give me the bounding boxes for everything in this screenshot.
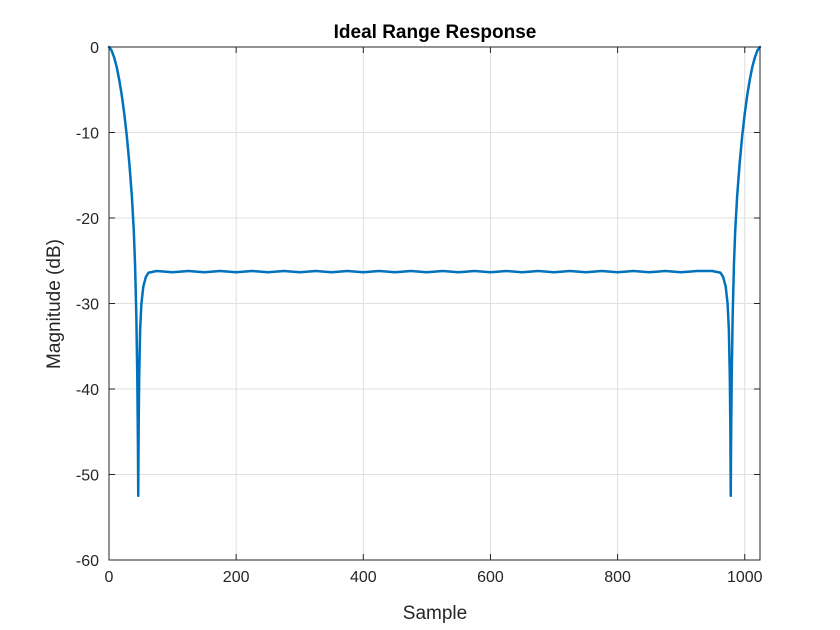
- y-axis-label: Magnitude (dB): [44, 239, 65, 369]
- x-tick-label: 0: [105, 569, 114, 586]
- ticks: 0 200 400 600 800 1000 0 -10 -20 -30 -40 -50 -60: [76, 40, 763, 586]
- series-layer: [107, 45, 762, 498]
- y-tick-label: -10: [76, 126, 99, 143]
- x-axis-label: Sample: [403, 603, 467, 624]
- y-tick-label: -20: [76, 211, 99, 228]
- x-tick-label: 600: [477, 569, 504, 586]
- x-tick-label: 200: [223, 569, 250, 586]
- y-tick-label: -50: [76, 468, 99, 485]
- y-tick-label: -30: [76, 297, 99, 314]
- x-tick-label: 1000: [727, 569, 763, 586]
- y-tick-label: -60: [76, 553, 99, 570]
- y-tick-label: -40: [76, 382, 99, 399]
- y-tick-label: 0: [90, 40, 99, 57]
- chart-title: Ideal Range Response: [334, 22, 537, 43]
- series-line: [107, 45, 762, 498]
- x-tick-label: 800: [604, 569, 631, 586]
- x-tick-label: 400: [350, 569, 377, 586]
